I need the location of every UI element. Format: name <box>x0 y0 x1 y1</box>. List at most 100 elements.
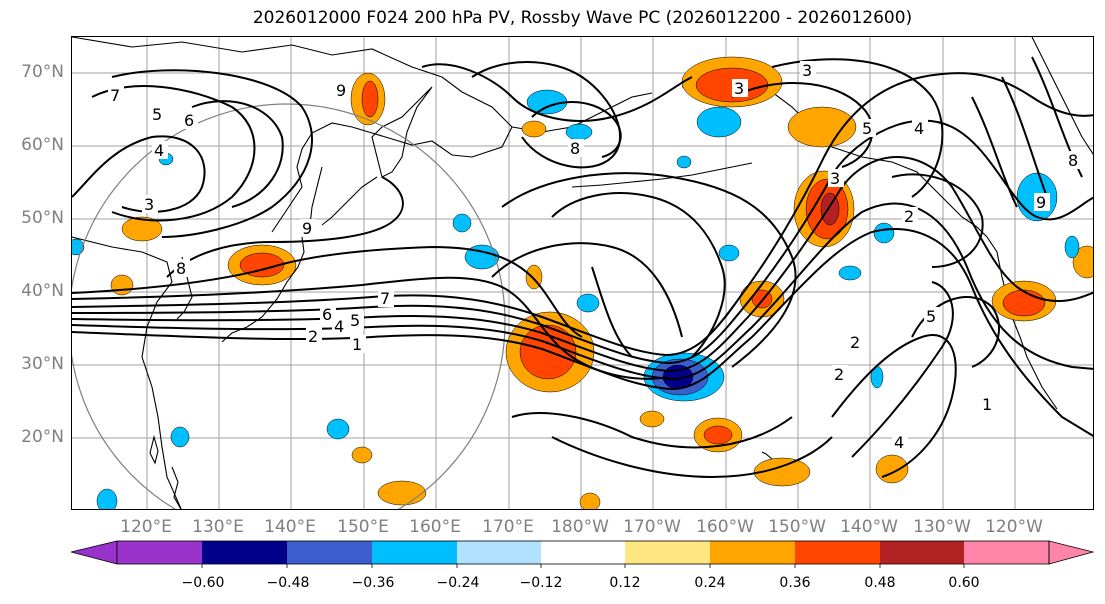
colorbar-segment <box>710 541 795 564</box>
coastline-taiwan <box>149 434 159 465</box>
colorbar-segment <box>795 541 880 564</box>
contour-label: 1 <box>982 395 992 414</box>
pv-contour <box>72 276 668 380</box>
contour-label: 9 <box>1036 193 1046 212</box>
colorbar-tick-label: 0.12 <box>609 575 641 591</box>
colorbar-outline <box>116 540 1050 565</box>
pv-anomaly-positive <box>110 274 134 296</box>
pv-shading <box>72 56 1093 509</box>
pv-anomaly-positive <box>820 192 840 226</box>
contour-label: 4 <box>914 119 924 138</box>
chart-title: 2026012000 F024 200 hPa PV, Rossby Wave … <box>252 8 913 28</box>
pv-anomaly-negative <box>873 222 895 244</box>
pv-anomaly-negative <box>565 123 593 141</box>
pv-anomaly-positive <box>361 80 379 118</box>
pv-anomaly-negative <box>96 488 118 509</box>
coastline-japan <box>221 236 305 343</box>
lat-label-50n: 50°N <box>21 208 64 228</box>
pv-contour <box>471 61 622 169</box>
pv-anomaly-positive <box>703 425 733 445</box>
lon-label: 170°W <box>623 517 681 537</box>
colorbar-segment <box>287 541 372 564</box>
pv-anomaly-negative <box>452 213 472 233</box>
pv-contour <box>731 82 874 168</box>
pv-contour <box>851 281 954 458</box>
pv-contour <box>72 72 1093 357</box>
colorbar-tick-label: 0.60 <box>948 575 980 591</box>
coastline-kamchatka <box>371 86 433 178</box>
pv-contour <box>166 176 404 278</box>
lat-label-20n: 20°N <box>21 427 64 447</box>
contour-label: 2 <box>834 365 844 384</box>
contour-label: 4 <box>334 317 344 336</box>
pv-anomaly-negative <box>838 265 862 281</box>
pv-anomaly-positive <box>875 454 909 484</box>
contour-label: 5 <box>350 311 360 330</box>
contour-label: 8 <box>176 259 186 278</box>
lon-label: 120°W <box>985 517 1043 537</box>
pv-anomaly-positive <box>753 457 811 487</box>
coastline-north-america-east <box>1031 37 1093 155</box>
lon-label: 160°W <box>696 517 754 537</box>
coastline-philippines <box>171 466 182 509</box>
pv-contour <box>501 172 797 368</box>
colorbar-tick-label: −0.12 <box>519 575 563 591</box>
colorbar-tick-label: 0.48 <box>864 575 896 591</box>
contour-label: 9 <box>336 81 346 100</box>
pv-anomaly-negative <box>718 244 740 262</box>
pv-contour <box>91 85 256 222</box>
colorbar-extend-min <box>71 540 118 565</box>
pv-anomaly-positive <box>377 480 427 506</box>
pv-anomaly-positive <box>239 252 285 278</box>
coastlines <box>72 37 1093 509</box>
colorbar-tick-label: −0.60 <box>181 575 225 591</box>
colorbar-segment <box>117 541 202 564</box>
lon-label: 140°W <box>840 517 898 537</box>
contour-label: 1 <box>352 335 362 354</box>
lon-label: 170°E <box>482 517 534 537</box>
pv-contour <box>72 245 583 338</box>
colorbar-segment <box>457 541 541 564</box>
coastline-aleutians <box>571 162 753 188</box>
coastline-hawaii <box>761 451 773 460</box>
pv-contour <box>1001 76 1048 198</box>
colorbar-tick-label: 0.24 <box>694 575 726 591</box>
contour-label: 7 <box>110 86 120 105</box>
pv-anomaly-positive <box>521 120 547 138</box>
pv-contour <box>771 58 944 198</box>
colorbar-segment <box>880 541 964 564</box>
pv-anomaly-positive <box>579 492 601 509</box>
pv-anomaly-positive <box>787 106 857 148</box>
pv-contour <box>591 266 633 358</box>
reference-circle <box>72 103 506 509</box>
pv-anomaly-negative <box>326 418 350 440</box>
lon-label: 130°W <box>913 517 971 537</box>
contour-label: 4 <box>894 433 904 452</box>
pv-contour <box>891 173 984 268</box>
lat-label-30n: 30°N <box>21 354 64 374</box>
pv-contour <box>831 334 957 478</box>
contour-label: 6 <box>322 305 332 324</box>
contour-label: 3 <box>734 79 744 98</box>
pv-anomaly-negative <box>676 155 692 169</box>
pv-contour <box>111 69 313 238</box>
colorbar-segment <box>541 541 625 564</box>
pv-anomaly-positive <box>1072 245 1093 279</box>
pv-contour <box>551 192 726 358</box>
contour-label: 7 <box>380 289 390 308</box>
contour-label: 2 <box>308 327 318 346</box>
contour-label: 9 <box>302 219 312 238</box>
pv-contour <box>491 242 683 338</box>
coastline-siberia <box>72 37 513 158</box>
lat-label-60n: 60°N <box>21 135 64 155</box>
lon-label: 120°E <box>120 517 172 537</box>
colorbar <box>71 540 1095 568</box>
lat-label-40n: 40°N <box>21 281 64 301</box>
pv-anomaly-negative <box>576 293 600 313</box>
pv-contour <box>551 436 833 479</box>
colorbar-tick-label: −0.36 <box>351 575 395 591</box>
colorbar-segment <box>202 541 287 564</box>
colorbar-tick-label: −0.48 <box>266 575 310 591</box>
contour-label: 6 <box>184 111 194 130</box>
pv-contour <box>511 412 793 449</box>
